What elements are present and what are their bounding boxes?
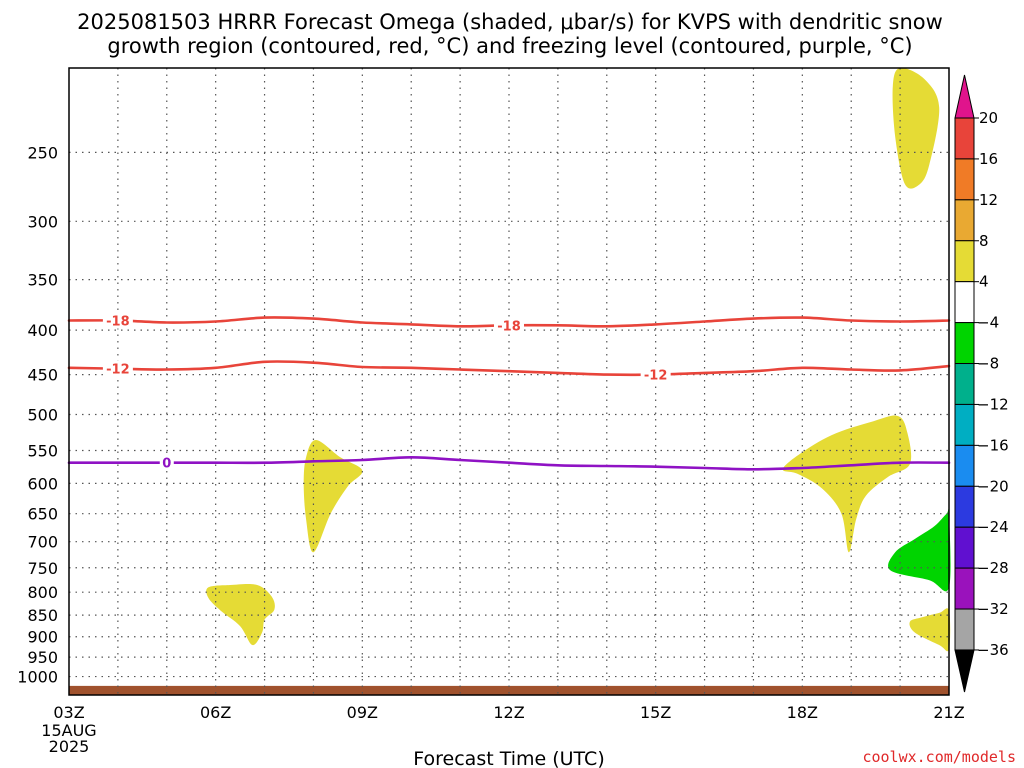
contour-label-dendritic_-18-2: -18 <box>497 319 521 334</box>
contour-label-dendritic_-12-2: -12 <box>644 369 668 384</box>
contour-label-bg-dendritic_-12-1 <box>102 360 133 377</box>
colorbar-label-6: −4 <box>977 314 999 332</box>
omega-colorbar: 20 16 12 8 4 −4 −8 −12 −16 −20 −24 −28 −32 −36 <box>954 74 1009 693</box>
y-tick-label-400: 400 <box>27 321 58 340</box>
colorbar-segment--16-to--12 <box>954 403 975 446</box>
ground-fill <box>69 685 949 695</box>
contour-lines: -18 -18 -12 -12 0 <box>67 312 951 472</box>
colorbar-label-5: 4 <box>979 273 989 291</box>
x-tick-label-06Z: 06Z <box>200 703 231 722</box>
contour-label-dendritic_-18-1: -18 <box>106 315 130 330</box>
colorbar-under-triangle <box>954 649 975 693</box>
colorbar-segment-12-to-16 <box>954 158 975 201</box>
y-tick-label-900: 900 <box>27 628 58 647</box>
x-axis-label: Forecast Time (UTC) <box>413 748 604 768</box>
colorbar-label-1: 20 <box>979 109 998 127</box>
colorbar-segment--4-to-4 <box>954 281 975 324</box>
y-tick-label-600: 600 <box>27 474 58 493</box>
ground-layer <box>69 685 949 695</box>
x-tick-label-21Z: 21Z <box>933 703 964 722</box>
y-tick-label-300: 300 <box>27 212 58 231</box>
contour-label-bg-dendritic_-18-2 <box>494 317 524 334</box>
colorbar-segment-8-to-12 <box>954 199 975 242</box>
y-tick-label-650: 650 <box>27 505 58 524</box>
contour-label-dendritic_-12-1: -12 <box>106 363 130 378</box>
omega-region-1 <box>892 67 940 189</box>
y-tick-label-450: 450 <box>27 366 58 385</box>
colorbar-segment--12-to--8 <box>954 363 975 405</box>
y-tick-label-850: 850 <box>27 606 58 625</box>
x-tick-sublabel-2: 2025 <box>49 737 90 756</box>
contour-dendritic_-12 <box>67 360 951 377</box>
colorbar-segment-4-to-8 <box>954 240 975 283</box>
contour-label-bg-freezing_level_0-1 <box>159 454 174 471</box>
credit-text: coolwx.com/models <box>862 748 1016 766</box>
colorbar-label-10: −20 <box>977 477 1009 495</box>
contour-label-freezing_level_0-1: 0 <box>162 457 171 472</box>
omega-shaded-regions <box>206 67 951 652</box>
colorbar-over-triangle <box>954 74 975 119</box>
colorbar-label-7: −8 <box>977 355 999 373</box>
colorbar-segment--20-to--16 <box>954 444 975 487</box>
omega-region-3 <box>206 584 275 646</box>
colorbar-label-14: −36 <box>977 641 1009 659</box>
colorbar-segment--24-to--20 <box>954 485 975 528</box>
colorbar-segment--36-to--32 <box>954 608 975 651</box>
omega-region-2 <box>303 440 363 553</box>
chart-title-line-2: growth region (contoured, red, °C) and f… <box>107 34 912 58</box>
contour-label-bg-dendritic_-18-1 <box>102 312 133 329</box>
y-tick-label-950: 950 <box>27 648 58 667</box>
colorbar-segment--8-to--4 <box>954 322 975 365</box>
x-tick-label-18Z: 18Z <box>787 703 818 722</box>
colorbar-label-13: −32 <box>977 600 1009 618</box>
colorbar-label-3: 12 <box>979 191 998 209</box>
colorbar-label-8: −12 <box>977 395 1009 413</box>
plot-frame <box>68 67 950 696</box>
colorbar-segment--28-to--24 <box>954 526 975 569</box>
colorbar-segment-16-to-20 <box>954 117 975 160</box>
colorbar-label-11: −24 <box>977 518 1009 536</box>
x-tick-label-03Z: 03Z <box>53 703 84 722</box>
omega-region-5 <box>888 507 951 592</box>
y-tick-label-250: 250 <box>27 143 58 162</box>
x-tick-label-09Z: 09Z <box>347 703 378 722</box>
chart-title-line-1: 2025081503 HRRR Forecast Omega (shaded, … <box>77 10 943 34</box>
y-tick-label-500: 500 <box>27 405 58 424</box>
y-tick-label-550: 550 <box>27 442 58 461</box>
y-tick-label-700: 700 <box>27 533 58 552</box>
x-tick-sublabel-1: 15AUG <box>41 721 96 740</box>
y-axis-tick-labels: 250 300 350 400 450 500 550 600 650 700 750 800 850 9… <box>17 143 58 686</box>
contour-freezing_level_0 <box>67 455 951 471</box>
y-tick-label-350: 350 <box>27 271 58 290</box>
y-tick-label-800: 800 <box>27 583 58 602</box>
omega-region-4 <box>782 415 912 553</box>
omega-region-6 <box>909 608 951 652</box>
x-tick-label-12Z: 12Z <box>493 703 524 722</box>
colorbar-label-9: −16 <box>977 436 1009 454</box>
colorbar-label-12: −28 <box>977 559 1009 577</box>
grid-lines <box>69 68 949 695</box>
y-tick-label-750: 750 <box>27 559 58 578</box>
y-tick-label-1000: 1000 <box>17 668 58 687</box>
colorbar-label-2: 16 <box>979 150 998 168</box>
x-tick-label-15Z: 15Z <box>640 703 671 722</box>
contour-label-bg-dendritic_-12-2 <box>640 366 671 383</box>
colorbar-label-4: 8 <box>979 232 989 250</box>
colorbar-segment--32-to--28 <box>954 567 975 610</box>
